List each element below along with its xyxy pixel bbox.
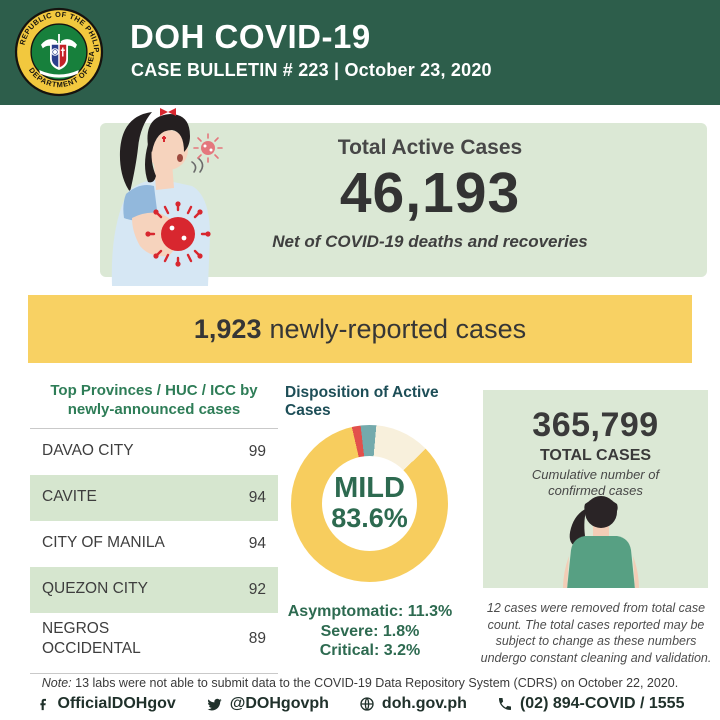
header-bar: REPUBLIC OF THE PHILIPPINES DEPARTMENT O… — [0, 0, 720, 105]
page-title: DOH COVID-19 — [130, 18, 371, 55]
stat-severe: Severe: 1.8% — [320, 622, 420, 640]
table-row: CITY OF MANILA 94 — [42, 534, 266, 552]
table-row: QUEZON CITY 92 — [30, 566, 278, 613]
top-provinces-title: Top Provinces / HUC / ICC by newly-annou… — [50, 382, 258, 418]
twitter-icon — [207, 698, 222, 710]
labs-note: Note: 13 labs were not able to submit da… — [41, 676, 679, 690]
stat-critical: Critical: 3.2% — [319, 642, 421, 660]
total-cases-value: 365,799 — [532, 406, 659, 444]
table-top-divider — [30, 427, 278, 429]
disposition-stats: Asymptomatic: 11.3% Severe: 1.8% Critica… — [285, 602, 455, 661]
person-back-illustration — [563, 496, 639, 588]
donut-center-label: MILD 83.6% — [322, 456, 417, 551]
twitter-link[interactable]: @DOHgovph — [206, 695, 329, 713]
coughing-woman-illustration — [111, 108, 223, 286]
bulletin-subtitle: CASE BULLETIN # 223 | October 23, 2020 — [131, 60, 492, 80]
active-cases-value: 46,193 — [339, 161, 521, 225]
phone-icon — [498, 698, 511, 710]
table-row: CAVITE 94 — [30, 474, 278, 521]
website-link[interactable]: doh.gov.ph — [359, 695, 467, 713]
table-row: NEGROS OCCIDENTAL 89 — [42, 619, 266, 657]
total-cases-sublabel: Cumulative number of confirmed cases — [531, 467, 660, 498]
globe-icon — [360, 697, 374, 711]
table-bottom-divider — [30, 672, 278, 674]
table-row: DAVAO CITY 99 — [42, 442, 266, 460]
hotline-link[interactable]: (02) 894-COVID / 1555 — [497, 695, 684, 713]
facebook-link[interactable]: OfficialDOHgov — [36, 695, 176, 713]
social-bar: OfficialDOHgov @DOHgovph doh.gov.ph (02)… — [0, 695, 720, 713]
total-cases-label: TOTAL CASES — [539, 447, 652, 464]
active-cases-note: Net of COVID-19 deaths and recoveries — [272, 232, 588, 251]
top-provinces-table: Top Provinces / HUC / ICC by newly-annou… — [30, 382, 278, 674]
facebook-icon — [39, 698, 46, 710]
total-cases-note: 12 cases were removed from total case co… — [480, 601, 712, 665]
disposition-title: Disposition of Active Cases — [285, 384, 439, 419]
new-cases-banner: 1,923 newly-reported cases — [28, 295, 692, 363]
new-cases-value: 1,923 — [193, 313, 262, 344]
stat-asymptomatic: Asymptomatic: 11.3% — [287, 603, 453, 620]
doh-seal-logo: REPUBLIC OF THE PHILIPPINES DEPARTMENT O… — [14, 7, 104, 97]
active-cases-label: Total Active Cases — [337, 136, 523, 159]
total-cases-box: 365,799 TOTAL CASES Cumulative number of… — [483, 390, 708, 588]
new-cases-label: newly-reported cases — [269, 313, 527, 344]
